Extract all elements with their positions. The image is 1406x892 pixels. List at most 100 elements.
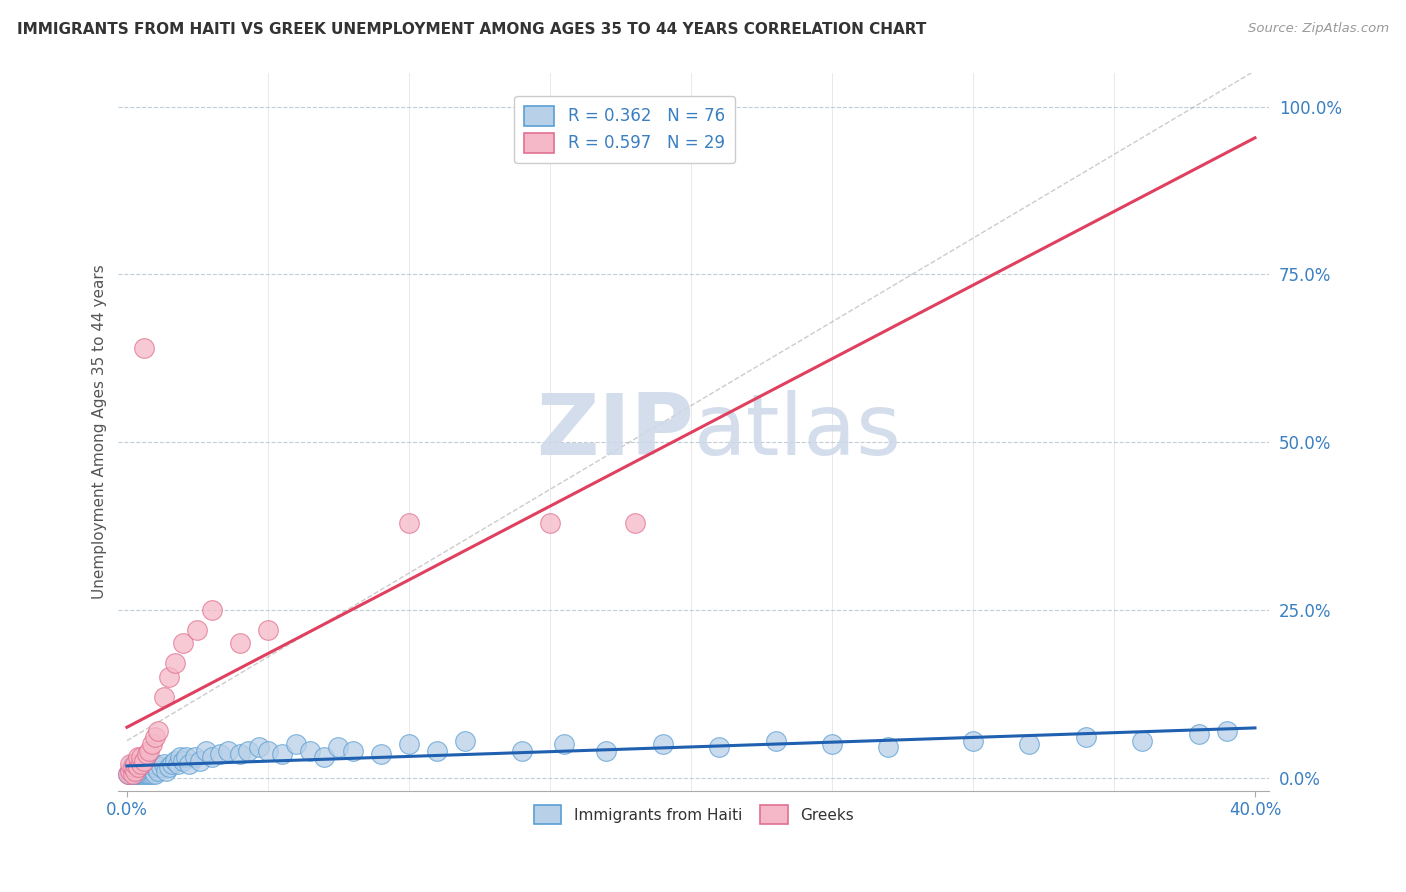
Point (143, 757, 166, 772)
Point (127, 764, 149, 778)
Point (623, 516, 645, 530)
Point (257, 623, 280, 637)
Point (118, 757, 141, 772)
Point (163, 754, 186, 768)
Point (141, 764, 163, 778)
Point (1216, 723, 1239, 738)
Point (328, 740, 350, 755)
Point (553, 737, 575, 751)
Point (194, 744, 217, 758)
Point (174, 750, 197, 764)
Point (124, 767, 146, 781)
Point (132, 764, 155, 778)
Point (152, 757, 174, 772)
Point (138, 767, 160, 781)
Text: IMMIGRANTS FROM HAITI VS GREEK UNEMPLOYMENT AMONG AGES 35 TO 44 YEARS CORRELATIO: IMMIGRANTS FROM HAITI VS GREEK UNEMPLOYM… (17, 22, 927, 37)
Point (141, 767, 163, 781)
Point (314, 750, 336, 764)
Point (821, 737, 844, 751)
Y-axis label: Unemployment Among Ages 35 to 44 years: Unemployment Among Ages 35 to 44 years (93, 265, 107, 599)
Point (124, 767, 146, 781)
Point (177, 757, 200, 772)
Point (120, 767, 142, 781)
Point (228, 636, 250, 650)
Point (426, 744, 449, 758)
Point (370, 747, 392, 761)
Point (169, 750, 191, 764)
Point (138, 744, 160, 758)
Point (124, 757, 146, 772)
Point (651, 737, 673, 751)
Point (121, 757, 143, 772)
Point (765, 733, 787, 747)
Point (117, 767, 139, 781)
Legend: Immigrants from Haiti, Greeks: Immigrants from Haiti, Greeks (527, 799, 860, 830)
Point (538, 516, 561, 530)
Point (157, 670, 180, 684)
Point (454, 733, 477, 747)
Point (146, 764, 169, 778)
Point (707, 740, 730, 755)
Point (342, 744, 364, 758)
Point (200, 750, 222, 764)
Point (398, 737, 420, 751)
Point (271, 747, 294, 761)
Point (132, 767, 155, 781)
Point (186, 623, 208, 637)
Point (157, 760, 180, 774)
Point (143, 760, 166, 774)
Point (135, 764, 157, 778)
Point (595, 744, 617, 758)
Point (188, 754, 211, 768)
Point (121, 767, 143, 781)
Point (152, 690, 174, 704)
Point (160, 757, 183, 772)
Point (208, 747, 231, 761)
Point (166, 757, 188, 772)
Point (129, 757, 152, 772)
Point (299, 744, 322, 758)
Point (121, 760, 143, 774)
Point (135, 767, 157, 781)
Point (118, 764, 141, 778)
Point (1018, 737, 1040, 751)
Point (238, 744, 260, 758)
Text: atlas: atlas (693, 391, 901, 474)
Point (135, 747, 157, 761)
Point (1187, 727, 1209, 741)
Point (510, 744, 533, 758)
Point (127, 767, 149, 781)
Point (121, 767, 143, 781)
Point (124, 757, 146, 772)
Point (285, 737, 308, 751)
Point (118, 767, 141, 781)
Point (172, 636, 194, 650)
Point (127, 760, 149, 774)
Point (118, 764, 141, 778)
Point (217, 744, 239, 758)
Text: ZIP: ZIP (536, 391, 693, 474)
Point (172, 754, 194, 768)
Point (228, 747, 250, 761)
Point (141, 737, 163, 751)
Point (129, 757, 152, 772)
Text: Source: ZipAtlas.com: Source: ZipAtlas.com (1249, 22, 1389, 36)
Point (149, 760, 172, 774)
Point (398, 516, 420, 530)
Point (143, 731, 166, 745)
Point (155, 764, 177, 778)
Point (127, 750, 149, 764)
Point (146, 723, 169, 738)
Point (138, 757, 160, 772)
Point (143, 767, 166, 781)
Point (962, 733, 984, 747)
Point (129, 764, 152, 778)
Point (132, 754, 155, 768)
Point (1130, 733, 1153, 747)
Point (257, 744, 280, 758)
Point (183, 750, 205, 764)
Point (117, 767, 139, 781)
Point (121, 767, 143, 781)
Point (129, 750, 152, 764)
Point (124, 764, 146, 778)
